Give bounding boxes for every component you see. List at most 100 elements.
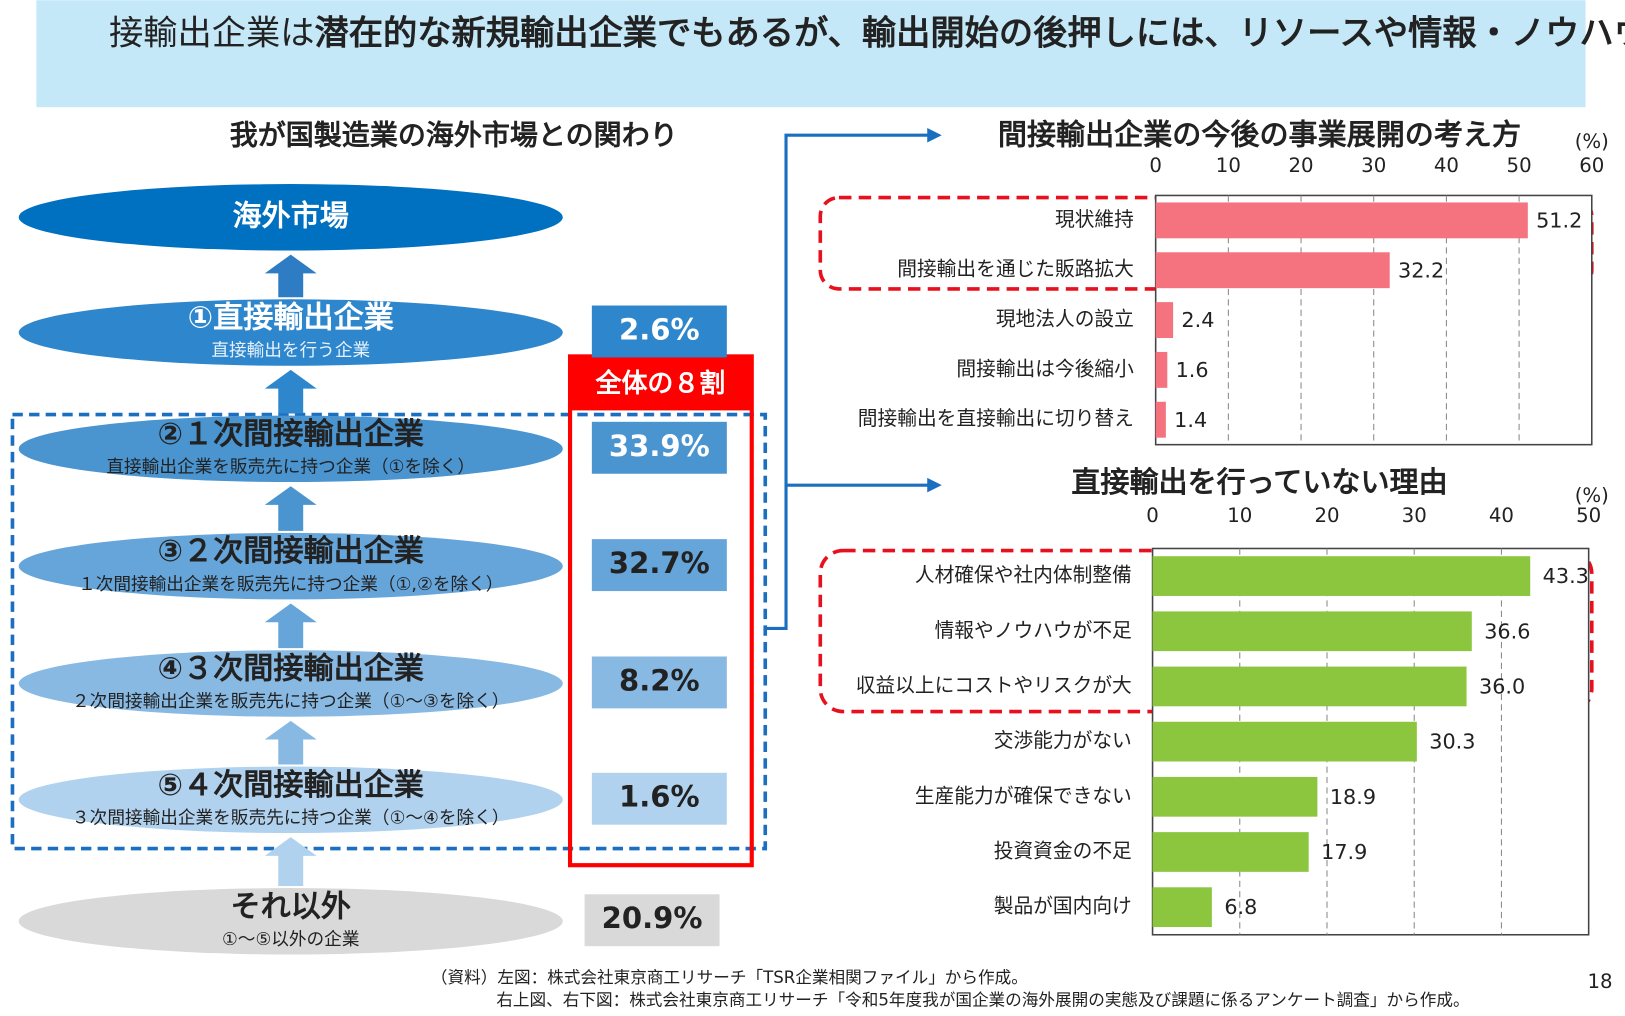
category-label: 生産能力が確保できない bbox=[915, 784, 1132, 807]
category-label: 現地法人の設立 bbox=[996, 308, 1134, 331]
share-box bbox=[584, 894, 720, 947]
value-label: 32.2 bbox=[1398, 258, 1444, 282]
top-label: 海外市場 bbox=[233, 198, 349, 232]
share-box bbox=[591, 656, 727, 709]
value-label: 2.4 bbox=[1181, 308, 1214, 332]
x-tick-label: 30 bbox=[1402, 504, 1427, 527]
bar bbox=[1152, 666, 1467, 707]
value-label: 43.3 bbox=[1543, 564, 1589, 588]
bar bbox=[1155, 202, 1528, 239]
share: 2.6% bbox=[619, 312, 700, 346]
value-label: 36.6 bbox=[1484, 619, 1530, 643]
bar bbox=[1152, 721, 1417, 762]
category-label: 投資資金の不足 bbox=[994, 839, 1132, 862]
node-sub: 直接輸出企業を販売先に持つ企業（①を除く） bbox=[106, 457, 475, 478]
banner-normal: 接輸出企業は bbox=[109, 13, 315, 53]
unit-label: (%) bbox=[1575, 484, 1609, 507]
node-label: ④３次間接輸出企業 bbox=[158, 651, 425, 686]
node-label: ③２次間接輸出企業 bbox=[158, 534, 425, 569]
node-sub: １次間接輸出企業を販売先に持つ企業（①,②を除く） bbox=[78, 574, 503, 595]
node-label: ①直接輸出企業 bbox=[188, 301, 395, 336]
up-arrow bbox=[264, 369, 317, 414]
value-label: 1.4 bbox=[1174, 408, 1207, 432]
x-tick-label: 10 bbox=[1227, 504, 1252, 527]
node-sub: 直接輸出を行う企業 bbox=[211, 340, 370, 361]
node-ellipse bbox=[18, 650, 563, 717]
bar bbox=[1155, 351, 1168, 388]
x-tick-label: 0 bbox=[1146, 504, 1159, 527]
share: 8.2% bbox=[619, 663, 700, 697]
badge: 全体の８割 bbox=[595, 368, 726, 399]
node-sub: ３次間接輸出企業を販売先に持つ企業（①～④を除く） bbox=[72, 807, 509, 828]
value-label: 17.9 bbox=[1321, 840, 1367, 864]
node-sub: ２次間接輸出企業を販売先に持つ企業（①～③を除く） bbox=[72, 691, 509, 712]
x-tick-label: 20 bbox=[1314, 504, 1339, 527]
source-2: 右上図、右下図：株式会社東京商工リサーチ「令和5年度我が国企業の海外展開の実態及… bbox=[496, 991, 1469, 1010]
value-label: 18.9 bbox=[1330, 785, 1376, 809]
x-tick-label: 60 bbox=[1579, 154, 1604, 177]
node-ellipse bbox=[18, 766, 563, 833]
x-tick-label: 20 bbox=[1288, 154, 1313, 177]
value-label: 30.3 bbox=[1429, 730, 1475, 754]
share: 32.7% bbox=[609, 546, 710, 580]
category-label: 間接輸出を直接輸出に切り替え bbox=[858, 407, 1134, 430]
page-number: 18 bbox=[1587, 970, 1612, 993]
up-arrow bbox=[264, 837, 317, 886]
node-ellipse bbox=[18, 415, 563, 483]
x-tick-label: 40 bbox=[1434, 154, 1459, 177]
category-label: 交渉能力がない bbox=[994, 729, 1132, 752]
connector-arrows bbox=[927, 127, 942, 493]
node-sub: ①～⑤以外の企業 bbox=[222, 929, 359, 950]
bar bbox=[1152, 776, 1318, 817]
node-ellipse bbox=[18, 299, 563, 366]
bar bbox=[1152, 832, 1309, 872]
bar bbox=[1155, 252, 1390, 289]
connector bbox=[765, 133, 930, 631]
top-ellipse bbox=[18, 184, 563, 251]
source-1: （資料）左図：株式会社東京商工リサーチ「TSR企業相関ファイル」から作成。 bbox=[431, 968, 1028, 987]
bar bbox=[1152, 556, 1531, 596]
badge-bg bbox=[570, 356, 752, 411]
node-label: それ以外 bbox=[231, 889, 351, 924]
category-label: 収益以上にコストやリスクが大 bbox=[856, 674, 1132, 697]
x-tick-label: 40 bbox=[1489, 504, 1514, 527]
up-arrow bbox=[264, 254, 317, 298]
share-box bbox=[591, 421, 727, 474]
node-ellipse bbox=[18, 888, 563, 955]
node-label: ②１次間接輸出企業 bbox=[158, 417, 425, 452]
bar bbox=[1152, 887, 1212, 928]
node-ellipse bbox=[18, 532, 563, 600]
share-box bbox=[591, 539, 727, 592]
up-arrow bbox=[264, 486, 317, 531]
share: 1.6% bbox=[619, 780, 700, 814]
banner-bold: 潜在的な新規輸出企業でもあるが、輸出開始の後押しには、リソースや情報・ノウハウ、… bbox=[315, 13, 1625, 53]
share: 33.9% bbox=[609, 429, 710, 463]
chart-title: 直接輸出を行っていない理由 bbox=[1071, 465, 1447, 499]
up-arrow bbox=[264, 603, 317, 649]
banner-text: 接輸出企業は潜在的な新規輸出企業でもあるが、輸出開始の後押しには、リソースや情報… bbox=[109, 13, 1625, 53]
left-title: 我が国製造業の海外市場との関わり bbox=[230, 118, 678, 151]
x-tick-label: 50 bbox=[1507, 154, 1532, 177]
value-label: 1.6 bbox=[1176, 358, 1209, 382]
node-label: ⑤４次間接輸出企業 bbox=[158, 768, 425, 803]
category-label: 製品が国内向け bbox=[994, 895, 1132, 918]
unit-label: (%) bbox=[1575, 130, 1609, 153]
x-tick-label: 50 bbox=[1576, 504, 1601, 527]
category-label: 人材確保や社内体制整備 bbox=[915, 564, 1132, 587]
category-label: 情報やノウハウが不足 bbox=[935, 619, 1132, 642]
category-label: 間接輸出は今後縮小 bbox=[956, 357, 1134, 380]
banner-bg bbox=[36, 0, 1586, 108]
bar bbox=[1152, 611, 1472, 652]
bar bbox=[1155, 401, 1166, 438]
share-box bbox=[591, 772, 727, 825]
x-tick-label: 30 bbox=[1361, 154, 1386, 177]
share: 20.9% bbox=[602, 901, 703, 935]
category-label: 間接輸出を通じた販路拡大 bbox=[897, 258, 1134, 281]
value-label: 6.8 bbox=[1224, 895, 1257, 919]
chart-title: 間接輸出企業の今後の事業展開の考え方 bbox=[998, 117, 1521, 151]
up-arrow bbox=[264, 720, 317, 765]
x-tick-label: 10 bbox=[1216, 154, 1241, 177]
bar bbox=[1155, 302, 1174, 339]
share-box bbox=[591, 305, 727, 358]
